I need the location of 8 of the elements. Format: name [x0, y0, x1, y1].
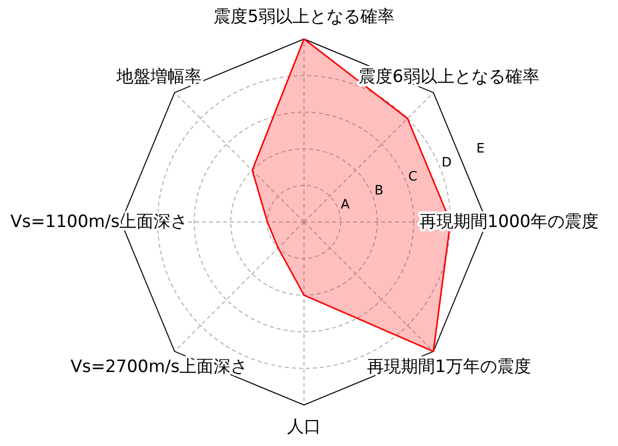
- spoke-label: 地盤増幅率: [116, 67, 202, 88]
- y-tick-label: B: [374, 183, 384, 198]
- y-tick-label: E: [476, 141, 485, 156]
- y-tick-label: C: [408, 169, 418, 184]
- y-tick-label: A: [340, 197, 350, 212]
- spoke-label: 人口: [287, 417, 321, 437]
- spoke-label: 震度5弱以上となる確率: [214, 7, 394, 27]
- y-tick-label: D: [442, 155, 452, 170]
